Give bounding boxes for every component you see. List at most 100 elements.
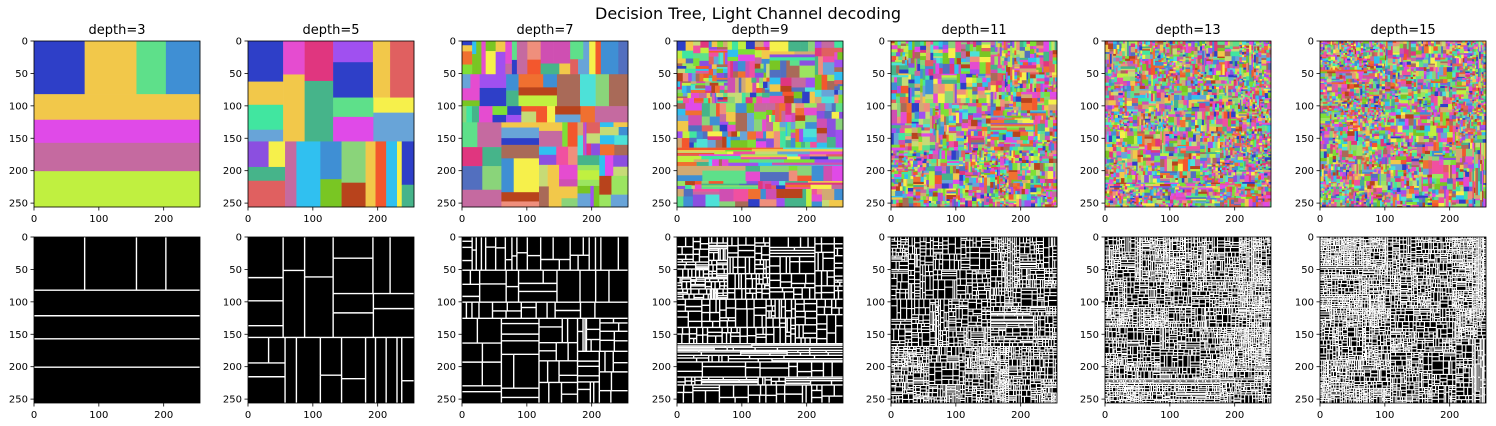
leaf-region [1007, 186, 1009, 189]
leaf-region [1137, 53, 1140, 57]
leaf-region [941, 150, 946, 160]
leaf-region [990, 129, 1008, 132]
leaf-region [1257, 46, 1260, 50]
leaf-region [1196, 141, 1201, 147]
leaf-region [948, 133, 957, 136]
leaf-region [1105, 117, 1108, 120]
leaf-region [1242, 121, 1247, 125]
leaf-region [1010, 55, 1013, 68]
leaf-region [1238, 111, 1247, 114]
leaf-region [1171, 65, 1174, 67]
leaf-region [1000, 158, 1005, 165]
leaf-region [1014, 50, 1017, 56]
leaf-region [1108, 43, 1114, 50]
leaf-region [941, 166, 947, 172]
leaf-region [1154, 62, 1164, 65]
leaf-region [905, 165, 908, 168]
leaf-region [1266, 110, 1269, 112]
leaf-region [1046, 142, 1051, 144]
leaf-region [942, 138, 947, 146]
leaf-region [1000, 173, 1003, 176]
leaf-region [1234, 103, 1239, 106]
leaf-region [1052, 131, 1055, 138]
leaf-region [1259, 65, 1262, 69]
leaf-region [1148, 116, 1152, 120]
leaf-region [1039, 57, 1044, 65]
leaf-region [165, 41, 201, 95]
leaf-region [998, 133, 1007, 135]
leaf-region [1139, 73, 1141, 76]
leaf-region [1173, 131, 1178, 134]
leaf-region [1206, 60, 1212, 65]
leaf-region [1217, 41, 1226, 46]
leaf-region [1123, 41, 1126, 44]
leaf-region [1044, 205, 1052, 208]
leaf-region [1243, 117, 1247, 120]
leaf-region [1150, 122, 1155, 125]
leaf-region [1130, 41, 1136, 44]
leaf-region [1164, 85, 1170, 89]
leaf-region [1027, 57, 1032, 63]
leaf-region [990, 51, 998, 55]
leaf-region [1173, 100, 1179, 106]
leaf-region [698, 154, 741, 157]
leaf-region [1219, 105, 1223, 108]
leaf-region [1252, 108, 1256, 110]
leaf-region [1188, 153, 1192, 160]
leaf-region [1176, 52, 1181, 55]
leaf-region [1022, 140, 1028, 145]
leaf-region [1143, 127, 1146, 130]
leaf-region [599, 126, 619, 136]
leaf-region [1033, 158, 1040, 161]
leaf-region [969, 152, 973, 155]
leaf-region [1216, 64, 1221, 71]
leaf-region [1152, 45, 1154, 49]
leaf-region [1019, 88, 1023, 93]
leaf-region [1206, 41, 1210, 46]
leaf-region [1011, 110, 1015, 113]
leaf-region [1132, 60, 1136, 64]
leaf-region [1200, 85, 1202, 91]
leaf-region [1044, 183, 1047, 187]
leaf-region [1210, 78, 1214, 81]
leaf-region [948, 112, 952, 116]
leaf-region [1033, 147, 1036, 151]
leaf-region [1038, 55, 1044, 58]
leaf-region [1258, 112, 1262, 115]
leaf-region [1162, 116, 1165, 120]
leaf-region [834, 71, 844, 81]
leaf-region [1023, 41, 1027, 48]
leaf-region [1013, 204, 1017, 208]
leaf-region [900, 41, 907, 44]
leaf-region [1048, 143, 1052, 151]
leaf-region [946, 134, 950, 143]
leaf-region [751, 77, 757, 84]
leaf-region [1118, 90, 1124, 94]
leaf-region [1135, 75, 1138, 79]
leaf-region [1154, 55, 1158, 59]
leaf-region [1202, 48, 1205, 51]
leaf-region [1120, 68, 1136, 71]
leaf-region [1144, 97, 1149, 102]
leaf-region [1267, 90, 1272, 93]
leaf-region [740, 140, 748, 148]
leaf-region [1206, 56, 1210, 58]
leaf-region [1108, 113, 1111, 116]
leaf-region [990, 45, 996, 48]
leaf-region [472, 54, 477, 75]
leaf-region [891, 197, 903, 200]
leaf-region [908, 197, 914, 204]
leaf-region [1254, 112, 1258, 115]
leaf-region [1222, 126, 1228, 132]
leaf-region [990, 73, 998, 82]
leaf-region [893, 203, 897, 208]
leaf-region [1264, 100, 1270, 104]
leaf-region [926, 162, 930, 168]
leaf-region [1107, 87, 1112, 91]
leaf-region [1037, 97, 1041, 102]
leaf-region [952, 183, 958, 189]
leaf-region [731, 41, 739, 51]
leaf-region [740, 157, 771, 160]
leaf-region [1117, 48, 1120, 53]
leaf-region [940, 162, 948, 167]
